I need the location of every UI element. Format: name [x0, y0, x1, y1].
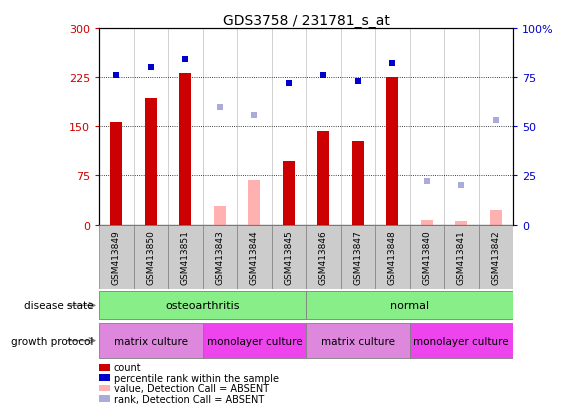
Bar	[180, 74, 191, 225]
Text: GSM413849: GSM413849	[112, 230, 121, 285]
Text: growth protocol: growth protocol	[11, 336, 93, 346]
Bar	[421, 221, 433, 225]
Bar	[168, 225, 203, 289]
Bar	[203, 225, 237, 289]
Text: osteoarthritis: osteoarthritis	[166, 301, 240, 311]
Bar	[306, 323, 409, 358]
Text: count: count	[114, 363, 141, 373]
Text: percentile rank within the sample: percentile rank within the sample	[114, 373, 279, 383]
Bar	[455, 222, 468, 225]
Title: GDS3758 / 231781_s_at: GDS3758 / 231781_s_at	[223, 14, 389, 28]
Text: disease state: disease state	[24, 301, 93, 311]
Text: GSM413840: GSM413840	[422, 230, 431, 285]
Text: normal: normal	[390, 301, 429, 311]
Text: GSM413843: GSM413843	[215, 230, 224, 285]
Bar	[409, 225, 444, 289]
Bar	[145, 99, 157, 225]
Text: GSM413846: GSM413846	[319, 230, 328, 285]
Text: GSM413850: GSM413850	[146, 230, 155, 285]
Bar	[409, 323, 513, 358]
Text: rank, Detection Call = ABSENT: rank, Detection Call = ABSENT	[114, 394, 264, 404]
Text: GSM413847: GSM413847	[353, 230, 362, 285]
Bar	[306, 292, 513, 320]
Bar	[99, 225, 134, 289]
Bar	[387, 78, 398, 225]
Text: matrix culture: matrix culture	[321, 336, 395, 346]
Text: GSM413851: GSM413851	[181, 230, 190, 285]
Bar	[352, 142, 364, 225]
Text: GSM413842: GSM413842	[491, 230, 500, 284]
Bar	[490, 211, 502, 225]
Bar	[110, 122, 122, 225]
Bar	[340, 225, 375, 289]
Bar	[237, 225, 272, 289]
Text: GSM413844: GSM413844	[250, 230, 259, 284]
Bar	[214, 207, 226, 225]
Text: monolayer culture: monolayer culture	[206, 336, 302, 346]
Bar	[203, 323, 306, 358]
Bar	[134, 225, 168, 289]
Bar	[444, 225, 479, 289]
Text: GSM413845: GSM413845	[285, 230, 293, 285]
Text: matrix culture: matrix culture	[114, 336, 188, 346]
Bar	[99, 323, 203, 358]
Bar	[248, 180, 261, 225]
Bar	[317, 132, 329, 225]
Bar	[306, 225, 340, 289]
Bar	[283, 161, 295, 225]
Bar	[272, 225, 306, 289]
Bar	[479, 225, 513, 289]
Text: GSM413841: GSM413841	[457, 230, 466, 285]
Text: value, Detection Call = ABSENT: value, Detection Call = ABSENT	[114, 383, 269, 393]
Text: monolayer culture: monolayer culture	[413, 336, 509, 346]
Bar	[99, 292, 306, 320]
Text: GSM413848: GSM413848	[388, 230, 397, 285]
Bar	[375, 225, 409, 289]
